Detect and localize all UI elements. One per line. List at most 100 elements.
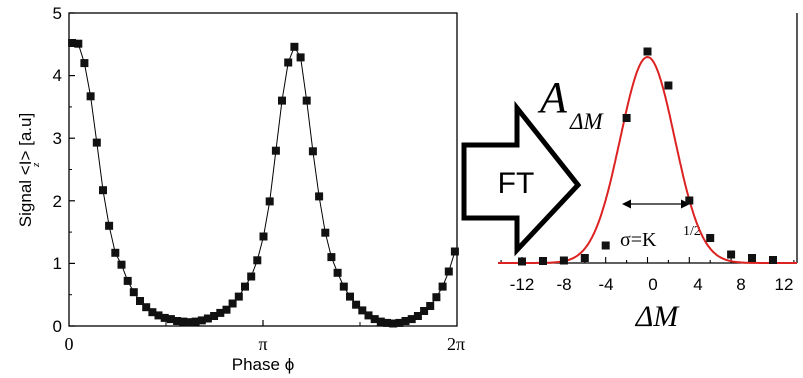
right-x-axis-title: ΔM <box>635 300 681 333</box>
left-data-point <box>346 292 354 301</box>
right-data-point <box>622 114 631 122</box>
left-data-point <box>339 282 348 291</box>
left-data-point <box>129 288 138 297</box>
left-data-point <box>136 297 144 305</box>
right-xtick-label: 4 <box>693 275 702 294</box>
right-xtick-label: 8 <box>736 275 745 294</box>
left-ytick-label: 1 <box>53 254 62 273</box>
left-xtick-label: 0 <box>65 334 74 354</box>
left-data-point <box>296 53 305 62</box>
right-data-point <box>769 256 777 264</box>
right-xtick-label: -4 <box>598 275 613 294</box>
ft-arrow-shape <box>461 100 582 257</box>
left-data-point <box>315 192 324 201</box>
sigma-label-superscript: 1/2 <box>683 224 701 239</box>
right-data-point <box>539 257 547 265</box>
right-data-point <box>643 47 652 56</box>
left-data-point <box>154 311 163 320</box>
left-data-point <box>142 303 151 312</box>
left-data-point <box>278 96 286 105</box>
left-data-point <box>166 315 175 324</box>
left-data-point <box>117 260 126 269</box>
left-data-point <box>284 58 293 67</box>
left-data-point <box>247 272 256 281</box>
right-data-point <box>601 241 610 250</box>
left-data-point <box>222 305 231 314</box>
left-data-point <box>426 302 435 310</box>
left-data-point <box>333 268 342 277</box>
ft-arrow: FT <box>461 100 582 257</box>
left-y-axis-title: Signal <I> [a.u] z <box>16 113 42 227</box>
left-data-point <box>173 317 182 325</box>
left-data-point <box>420 307 429 315</box>
right-xtick-label: -8 <box>556 275 571 294</box>
left-data-point <box>432 293 441 302</box>
left-data-point <box>111 248 120 257</box>
left-data-point <box>197 316 206 325</box>
left-data-point <box>395 318 404 327</box>
left-x-axis-title: Phase ϕ <box>232 355 294 374</box>
amplitude-label-subscript: ΔM <box>569 109 604 134</box>
left-data-point <box>253 256 262 265</box>
width-double-arrow <box>622 199 690 209</box>
right-data-point <box>664 81 673 90</box>
left-data-point <box>358 306 367 315</box>
right-xtick-label: 12 <box>775 275 794 294</box>
ft-arrow-label: FT <box>498 167 535 200</box>
left-data-point <box>148 308 157 317</box>
right-data-series <box>518 47 777 266</box>
left-panel: 0 1 2 3 4 5 0 π 2π Phase ϕ Signal <I> [a… <box>16 4 465 374</box>
left-data-point <box>327 253 336 262</box>
right-data-point <box>727 250 736 259</box>
left-data-point <box>308 147 317 156</box>
left-data-point <box>74 39 83 48</box>
right-data-point <box>748 254 756 262</box>
right-data-point <box>706 234 715 242</box>
left-data-point <box>290 42 299 51</box>
left-data-point <box>92 138 101 147</box>
left-y-axis-title-text: Signal <I> [a.u] <box>16 113 35 227</box>
left-ytick-label: 5 <box>53 4 62 23</box>
left-ytick-label: 0 <box>53 317 62 336</box>
left-data-point <box>68 39 77 47</box>
left-data-point <box>376 317 385 326</box>
left-data-point <box>321 228 330 237</box>
left-data-point <box>383 318 391 327</box>
left-data-point <box>450 247 459 256</box>
right-data-point <box>518 257 526 266</box>
left-data-point <box>191 317 200 326</box>
left-data-point <box>86 92 95 101</box>
left-data-point <box>259 232 268 241</box>
right-panel: -12 -8 -4 0 4 8 12 ΔM A ΔM σ=K 1/2 <box>498 13 798 333</box>
left-ytick-label: 2 <box>53 192 62 211</box>
left-data-point <box>216 308 225 317</box>
left-data-point <box>105 221 114 230</box>
right-xtick-label: -12 <box>510 275 535 294</box>
left-data-point <box>210 312 219 320</box>
left-data-point <box>160 313 169 322</box>
left-ytick-label: 4 <box>53 66 62 85</box>
left-ytick-label: 3 <box>53 129 62 148</box>
left-y-axis-subscript: z <box>30 162 42 168</box>
left-data-point <box>179 317 188 326</box>
left-data-point <box>203 314 212 323</box>
sigma-label: σ=K <box>620 229 657 251</box>
left-data-point <box>241 282 249 291</box>
left-data-point <box>407 315 416 324</box>
amplitude-label: A <box>537 73 568 122</box>
left-data-point <box>370 315 379 324</box>
left-data-point <box>265 197 274 206</box>
left-xtick-label: π <box>258 334 267 354</box>
left-data-point <box>401 317 410 325</box>
gaussian-fit-curve <box>498 55 797 264</box>
left-xtick-label: 2π <box>447 334 465 354</box>
left-data-point <box>352 300 361 309</box>
left-data-point <box>234 292 243 301</box>
svg-text:Signal <I> [a.u]: Signal <I> [a.u] <box>16 113 35 227</box>
left-data-series <box>68 39 459 328</box>
right-data-point <box>685 196 694 205</box>
left-data-point <box>99 186 107 195</box>
right-data-point <box>580 254 589 262</box>
left-data-point <box>80 59 89 68</box>
left-data-point <box>413 312 422 320</box>
